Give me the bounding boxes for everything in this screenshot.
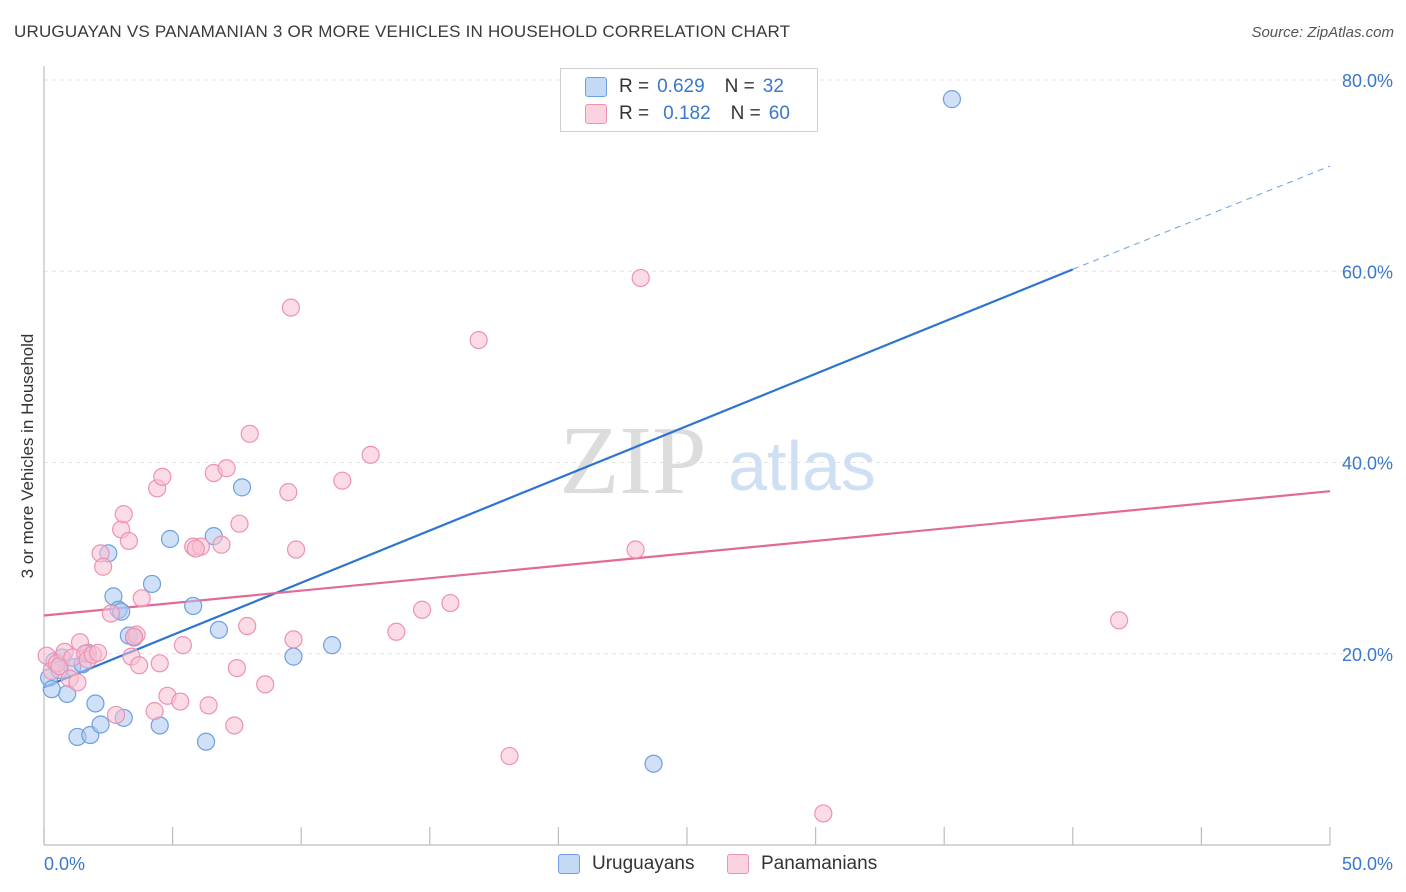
points-layer [37,90,1129,823]
watermark: ZIP atlas [560,407,876,515]
panamanian-point [68,673,87,692]
uruguayan-point [160,529,180,549]
uruguayan-point [322,636,342,655]
bottom-legend-label: Panamanians [761,853,878,874]
panamanian-point [256,675,275,694]
watermark-atlas: atlas [728,427,876,505]
uruguayans-swatch [558,854,580,874]
panamanian-point [814,804,833,823]
watermark-zip: ZIP [560,407,707,515]
panamanian-point [101,604,120,623]
panamanian-point [626,540,645,559]
y-tick-label: 40.0% [1342,454,1393,474]
uruguayan-point [196,732,216,751]
panamanian-point [145,702,164,721]
legend-row-uruguayans: R = 0.629 N = 32 [585,73,784,101]
uruguayans-trend-line [43,268,1074,689]
panamanian-point [284,630,303,649]
uruguayan-point [942,90,962,109]
panamanian-point [361,445,380,464]
bottom-legend-uruguayans: Uruguayans [558,850,694,878]
panamanian-point [124,627,144,646]
bottom-legend-label: Uruguayans [592,853,695,874]
legend-row-panamanians: R = 0.182 N = 60 [585,100,790,128]
panamanian-point [199,696,218,715]
legend-r-value: 0.182 [663,103,711,124]
panamanian-point [281,298,301,317]
legend-n-label: N = [724,76,755,97]
panamanian-point [631,268,650,288]
panamanian-point [173,636,192,655]
tick-label-layer: 20.0% 40.0% 60.0% 80.0% 0.0% 50.0% [44,71,1393,874]
y-tick-label: 80.0% [1342,71,1393,91]
panamanian-point [106,705,126,725]
panamanian-point [441,593,460,613]
panamanian-point [469,331,488,350]
panamanian-point [333,471,352,490]
panamanian-point [412,600,432,619]
panamanian-point [94,557,113,576]
uruguayan-point [42,680,61,699]
legend-r-label: R = [619,76,650,97]
panamanian-point [132,589,151,608]
panamanian-point [225,716,244,735]
chart-title: URUGUAYAN VS PANAMANIAN 3 OR MORE VEHICL… [14,22,791,41]
panamanian-point [286,540,306,559]
uruguayan-point [644,754,663,773]
source-attribution: Source: ZipAtlas.com [1251,24,1394,41]
legend-n-label: N = [730,103,761,124]
panamanian-point [114,505,133,524]
uruguayan-point [232,478,252,497]
uruguayan-point [91,715,110,734]
legend-n-value: 60 [768,103,790,124]
panamanian-point [217,459,236,478]
legend-n-value: 32 [762,76,784,97]
correlation-legend: R = 0.629 N = 32 R = 0.182 N = 60 [560,68,818,132]
legend-r-value: 0.629 [657,76,705,97]
panamanian-point [150,654,169,673]
panamanians-trend-line [43,490,1331,617]
uruguayan-point [209,620,228,639]
panamanian-point [119,531,138,551]
uruguayans-trend-extension [1072,165,1331,270]
panamanian-point [230,514,249,533]
uruguayans-swatch [585,77,607,97]
uruguayan-point [184,596,203,616]
y-axis-label: 3 or more Vehicles in Household [18,333,37,579]
grid-layer [44,79,1392,655]
panamanian-point [171,692,190,711]
uruguayan-point [86,694,105,713]
axis-layer [43,66,1331,846]
x-tick-label: 50.0% [1342,854,1393,874]
panamanian-point [500,746,519,766]
uruguayan-point [142,574,162,594]
panamanian-point [387,622,406,641]
legend-r-label: R = [619,103,650,124]
panamanian-point [130,656,149,675]
panamanian-point [186,539,205,558]
y-tick-label: 60.0% [1342,262,1393,282]
uruguayan-point [284,647,303,666]
panamanian-point [227,658,246,678]
y-tick-label: 20.0% [1342,645,1393,665]
panamanian-point [1109,611,1129,630]
x-tick-label: 0.0% [44,854,85,874]
bottom-legend-panamanians: Panamanians [727,850,877,878]
panamanian-point [153,467,172,486]
panamanian-point [238,616,257,636]
panamanian-point [212,535,231,554]
panamanians-swatch [585,104,607,124]
panamanians-swatch [727,854,749,874]
panamanian-point [240,424,259,443]
panamanian-point [88,643,108,662]
trend-layer [43,165,1331,689]
panamanian-point [279,483,298,502]
